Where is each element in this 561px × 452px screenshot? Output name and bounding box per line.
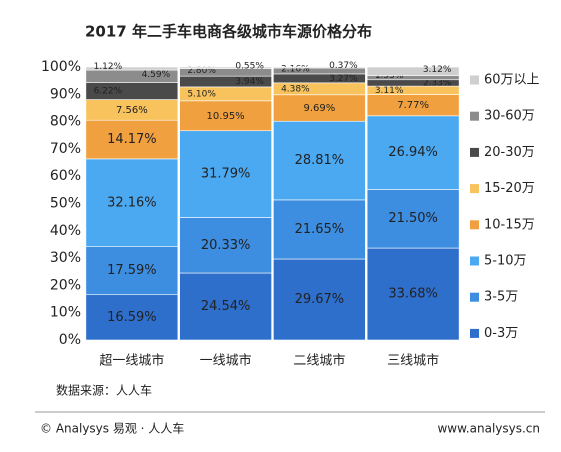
value-label: 26.94% [388, 145, 438, 160]
bar-segment [85, 246, 179, 296]
bar-segment [85, 66, 179, 71]
value-label: 1.12% [94, 62, 123, 72]
legend-swatch [470, 111, 479, 121]
value-label: 31.79% [201, 167, 251, 182]
value-label: 33.68% [388, 287, 438, 302]
value-label: 7.77% [397, 100, 429, 111]
value-label: 2.80% [187, 66, 216, 76]
y-tick-label: 60% [50, 168, 81, 184]
bar-segment [273, 258, 366, 341]
value-label: 17.59% [107, 263, 157, 278]
x-tick-label: 二线城市 [293, 353, 345, 369]
legend-label: 10-15万 [484, 217, 535, 232]
y-tick-label: 40% [50, 223, 81, 239]
value-label: 21.50% [388, 211, 438, 226]
bar-segment [179, 272, 272, 341]
value-label: 14.17% [107, 132, 157, 147]
value-label: 4.59% [142, 70, 171, 80]
legend-swatch [470, 256, 479, 266]
value-label: 3.94% [235, 77, 264, 87]
value-label: 1.55% [375, 71, 404, 81]
bar-segment [179, 130, 272, 218]
y-tick-label: 50% [50, 196, 81, 212]
footer-left: © Analysys 易观 · 人人车 [40, 421, 184, 436]
legend-swatch [470, 147, 479, 157]
legend-label: 15-20万 [484, 181, 535, 196]
bar-segment [85, 294, 179, 341]
value-label: 16.59% [107, 310, 157, 325]
legend-swatch [470, 184, 479, 194]
legend-label: 20-30万 [484, 145, 535, 160]
source: 数据来源：人人车 [56, 383, 152, 398]
value-label: 3.12% [423, 65, 452, 75]
bar-segment [273, 66, 366, 69]
value-label: 3.27% [329, 74, 358, 84]
x-tick-label: 三线城市 [387, 353, 439, 369]
value-label: 29.67% [295, 292, 345, 307]
value-label: 0.37% [329, 61, 358, 71]
value-label: 21.65% [295, 222, 345, 237]
value-label: 0.55% [235, 61, 264, 71]
y-tick-label: 20% [50, 277, 81, 293]
bar-segment [273, 120, 366, 201]
y-tick-label: 90% [50, 86, 81, 102]
legend-label: 5-10万 [484, 254, 527, 269]
value-label: 2.33% [423, 78, 452, 88]
value-label: 6.22% [94, 87, 123, 97]
legend-swatch [470, 75, 479, 85]
chart-title: 2017 年二手车电商各级城市车源价格分布 [85, 23, 372, 41]
value-label: 4.38% [281, 84, 310, 94]
bar-segment [366, 115, 460, 190]
legend-label: 3-5万 [484, 290, 518, 305]
legend-label: 30-60万 [484, 109, 535, 124]
value-label: 28.81% [295, 153, 345, 168]
value-label: 3.11% [375, 86, 404, 96]
y-tick-label: 80% [50, 114, 81, 130]
value-label: 5.10% [187, 89, 216, 99]
value-label: 20.33% [201, 238, 251, 253]
bar-segment [273, 94, 366, 122]
legend-label: 60万以上 [484, 73, 540, 88]
bar-segment [366, 247, 460, 341]
y-tick-label: 100% [41, 59, 81, 75]
value-label: 7.56% [116, 105, 148, 116]
legend-swatch [470, 220, 479, 230]
bar-segment [366, 189, 460, 249]
value-label: 24.54% [201, 299, 251, 314]
y-tick-label: 0% [59, 332, 81, 348]
legend-label: 0-3万 [484, 326, 518, 341]
bar-segment [273, 199, 366, 260]
y-tick-label: 10% [50, 305, 81, 321]
x-tick-label: 超一线城市 [99, 353, 164, 369]
y-tick-label: 70% [50, 141, 81, 157]
legend-swatch [470, 328, 479, 338]
value-label: 32.16% [107, 195, 157, 210]
legend-swatch [470, 292, 479, 302]
bar-segment [179, 217, 272, 274]
bar-segment [179, 66, 272, 69]
value-label: 10.95% [207, 111, 245, 122]
value-label: 2.16% [281, 64, 310, 74]
value-label: 9.69% [303, 103, 335, 114]
footer-right: www.analysys.cn [437, 422, 540, 436]
x-tick-label: 一线城市 [200, 353, 252, 369]
bar-segment [366, 66, 460, 76]
y-tick-label: 30% [50, 250, 81, 266]
bar-segment [179, 100, 272, 132]
